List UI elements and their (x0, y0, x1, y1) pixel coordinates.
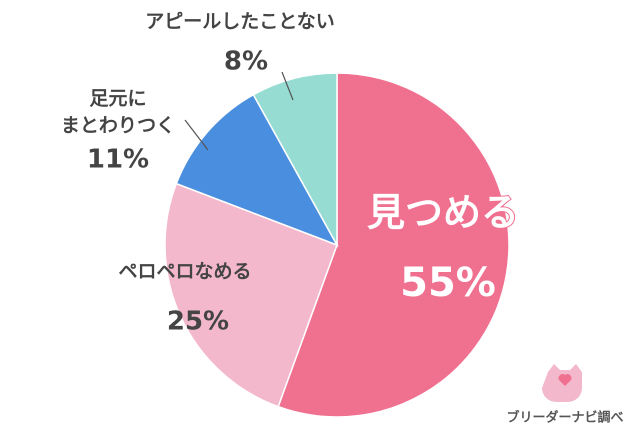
value-label: 55% (400, 260, 496, 306)
pie-slice (277, 72, 510, 418)
slices (164, 72, 510, 418)
leader-line (184, 119, 209, 151)
pie-slice (175, 93, 339, 247)
value-label: 8% (224, 47, 268, 77)
source: ブリーダーナビ調べ (506, 410, 623, 426)
leader-line (281, 71, 294, 101)
value-label: 25% (167, 307, 229, 337)
value-label: 11% (87, 145, 149, 175)
category-label: アピールしたことない (145, 11, 334, 33)
pie-slice (252, 72, 338, 248)
category-label: 見つめる (367, 191, 519, 235)
category-label: ペロペロなめる (118, 261, 251, 283)
source-icon (542, 364, 582, 402)
category-label: 足元にまとわりつく (61, 87, 175, 136)
pie-slice (164, 182, 338, 408)
